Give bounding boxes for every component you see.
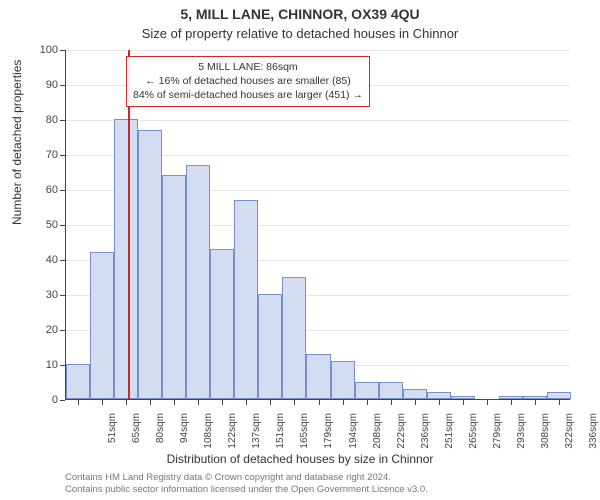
histogram-bar bbox=[379, 382, 403, 400]
y-tick bbox=[60, 120, 65, 121]
x-tick bbox=[415, 400, 416, 405]
histogram-bar bbox=[547, 392, 571, 399]
x-tick-label: 279sqm bbox=[493, 413, 503, 453]
x-tick-label: 137sqm bbox=[252, 413, 262, 453]
y-tick-label: 50 bbox=[20, 220, 58, 231]
x-tick-label: 265sqm bbox=[469, 413, 479, 453]
x-tick bbox=[222, 400, 223, 405]
x-tick bbox=[367, 400, 368, 405]
histogram-bar bbox=[90, 252, 114, 399]
y-tick bbox=[60, 260, 65, 261]
y-tick-label: 0 bbox=[20, 395, 58, 406]
histogram-bar bbox=[355, 382, 379, 400]
y-tick bbox=[60, 50, 65, 51]
histogram-bar bbox=[403, 389, 427, 400]
y-tick-label: 60 bbox=[20, 185, 58, 196]
annotation-line3: 84% of semi-detached houses are larger (… bbox=[133, 88, 363, 102]
y-tick-label: 70 bbox=[20, 150, 58, 161]
y-tick bbox=[60, 400, 65, 401]
x-tick bbox=[319, 400, 320, 405]
histogram-bar bbox=[210, 249, 234, 400]
histogram-bar bbox=[499, 396, 523, 400]
histogram-bar bbox=[258, 294, 282, 399]
y-tick-label: 20 bbox=[20, 325, 58, 336]
footer-line2: Contains public sector information licen… bbox=[65, 484, 580, 496]
x-tick bbox=[463, 400, 464, 405]
x-tick-label: 94sqm bbox=[180, 413, 190, 453]
x-axis-title: Distribution of detached houses by size … bbox=[0, 452, 600, 466]
annotation-line2: ← 16% of detached houses are smaller (85… bbox=[133, 74, 363, 88]
x-tick-label: 80sqm bbox=[156, 413, 166, 453]
y-tick-label: 90 bbox=[20, 80, 58, 91]
annotation-line1: 5 MILL LANE: 86sqm bbox=[133, 60, 363, 74]
histogram-bar bbox=[138, 130, 162, 400]
x-tick bbox=[126, 400, 127, 405]
chart-title-address: 5, MILL LANE, CHINNOR, OX39 4QU bbox=[0, 6, 600, 22]
x-tick-label: 236sqm bbox=[421, 413, 431, 453]
x-tick bbox=[439, 400, 440, 405]
footer-line1: Contains HM Land Registry data © Crown c… bbox=[65, 472, 580, 484]
chart-container: 5, MILL LANE, CHINNOR, OX39 4QU Size of … bbox=[0, 0, 600, 500]
y-tick bbox=[60, 365, 65, 366]
x-tick-label: 293sqm bbox=[517, 413, 527, 453]
y-tick bbox=[60, 225, 65, 226]
x-tick bbox=[150, 400, 151, 405]
x-tick-label: 151sqm bbox=[276, 413, 286, 453]
x-tick bbox=[246, 400, 247, 405]
x-tick bbox=[343, 400, 344, 405]
x-tick bbox=[78, 400, 79, 405]
x-tick bbox=[559, 400, 560, 405]
x-tick bbox=[535, 400, 536, 405]
x-tick bbox=[174, 400, 175, 405]
x-tick bbox=[391, 400, 392, 405]
x-tick-label: 165sqm bbox=[300, 413, 310, 453]
x-tick bbox=[511, 400, 512, 405]
histogram-bar bbox=[331, 361, 355, 400]
footer-text: Contains HM Land Registry data © Crown c… bbox=[65, 472, 580, 496]
x-tick-label: 222sqm bbox=[397, 413, 407, 453]
x-tick-label: 336sqm bbox=[589, 413, 599, 453]
histogram-bar bbox=[451, 396, 475, 400]
x-tick-label: 65sqm bbox=[132, 413, 142, 453]
x-tick-label: 122sqm bbox=[228, 413, 238, 453]
x-tick-label: 179sqm bbox=[324, 413, 334, 453]
x-tick-label: 194sqm bbox=[349, 413, 359, 453]
x-tick bbox=[102, 400, 103, 405]
histogram-bar bbox=[162, 175, 186, 399]
chart-subtitle: Size of property relative to detached ho… bbox=[0, 26, 600, 41]
gridline bbox=[66, 120, 570, 121]
histogram-bar bbox=[282, 277, 306, 400]
histogram-bar bbox=[234, 200, 258, 400]
x-tick-label: 208sqm bbox=[373, 413, 383, 453]
plot-area: 5 MILL LANE: 86sqm ← 16% of detached hou… bbox=[65, 50, 570, 400]
y-tick-label: 80 bbox=[20, 115, 58, 126]
y-tick-label: 100 bbox=[20, 45, 58, 56]
y-tick bbox=[60, 330, 65, 331]
x-tick-label: 322sqm bbox=[565, 413, 575, 453]
x-tick bbox=[198, 400, 199, 405]
y-tick bbox=[60, 190, 65, 191]
histogram-bar bbox=[523, 396, 547, 400]
gridline bbox=[66, 50, 570, 51]
annotation-box: 5 MILL LANE: 86sqm ← 16% of detached hou… bbox=[126, 56, 370, 107]
y-tick bbox=[60, 85, 65, 86]
y-tick-label: 30 bbox=[20, 290, 58, 301]
y-tick-label: 40 bbox=[20, 255, 58, 266]
histogram-bar bbox=[114, 119, 138, 399]
histogram-bar bbox=[427, 392, 451, 399]
x-tick-label: 108sqm bbox=[204, 413, 214, 453]
x-tick-label: 308sqm bbox=[541, 413, 551, 453]
x-tick bbox=[270, 400, 271, 405]
y-tick bbox=[60, 295, 65, 296]
x-tick-label: 51sqm bbox=[108, 413, 118, 453]
y-tick bbox=[60, 155, 65, 156]
x-tick-label: 251sqm bbox=[445, 413, 455, 453]
x-tick bbox=[294, 400, 295, 405]
histogram-bar bbox=[306, 354, 330, 400]
histogram-bar bbox=[186, 165, 210, 400]
histogram-bar bbox=[66, 364, 90, 399]
x-tick bbox=[487, 400, 488, 405]
y-tick-label: 10 bbox=[20, 360, 58, 371]
